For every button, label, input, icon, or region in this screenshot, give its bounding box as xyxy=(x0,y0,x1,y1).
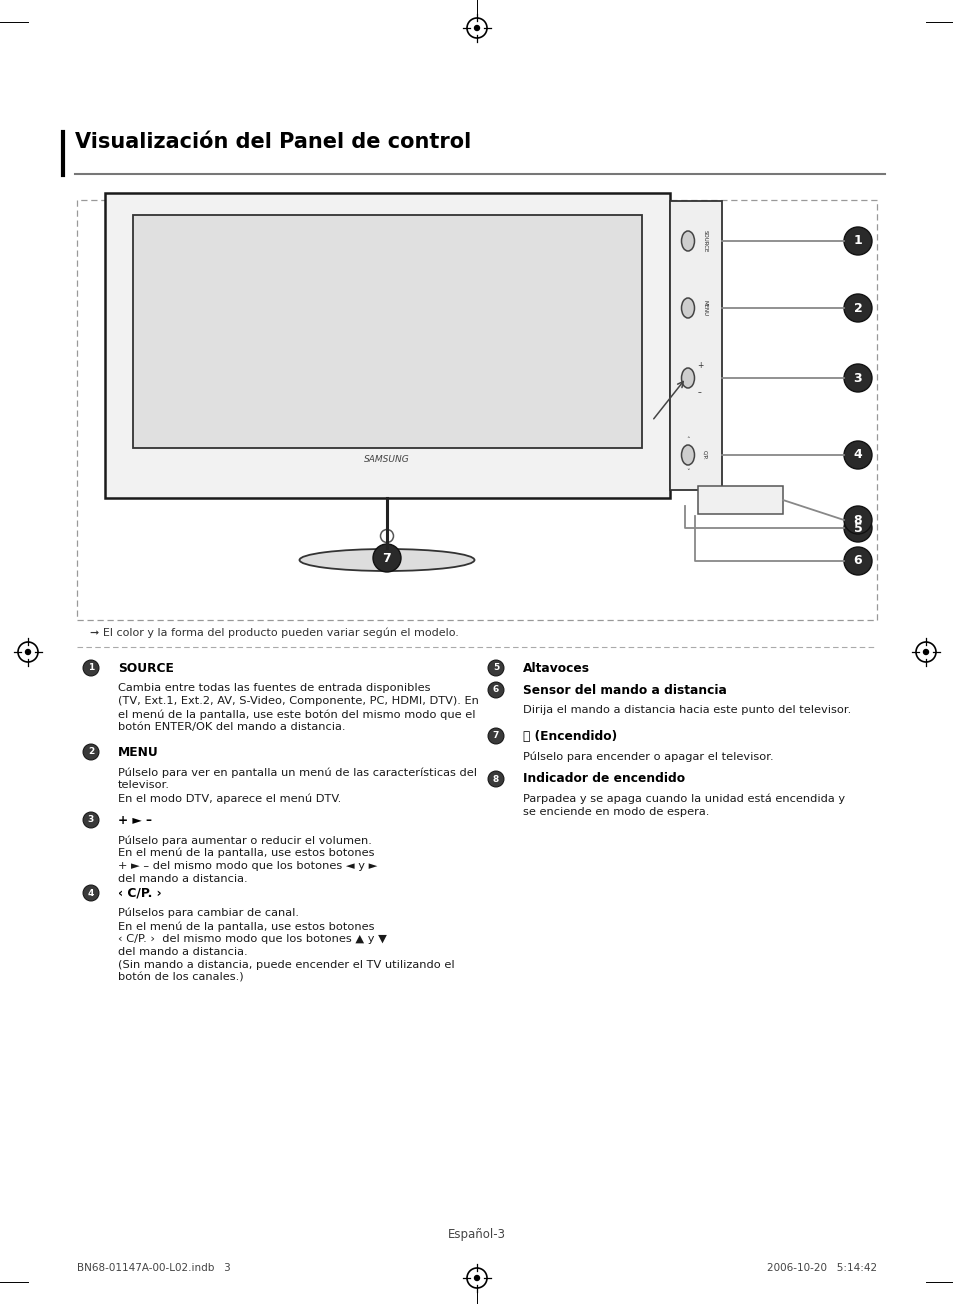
Text: Altavoces: Altavoces xyxy=(522,661,589,674)
Text: + ► – del mismo modo que los botones ◄ y ►: + ► – del mismo modo que los botones ◄ y… xyxy=(118,861,377,871)
Text: C/P.: C/P. xyxy=(701,450,707,460)
Text: 7: 7 xyxy=(493,732,498,741)
Text: + ► –: + ► – xyxy=(118,814,152,827)
Text: Púlselos para cambiar de canal.: Púlselos para cambiar de canal. xyxy=(118,908,298,918)
Text: el menú de la pantalla, use este botón del mismo modo que el: el menú de la pantalla, use este botón d… xyxy=(118,709,475,720)
Text: (Sin mando a distancia, puede encender el TV utilizando el: (Sin mando a distancia, puede encender e… xyxy=(118,960,455,970)
Text: 5: 5 xyxy=(853,522,862,535)
Text: Púlselo para ver en pantalla un menú de las características del: Púlselo para ver en pantalla un menú de … xyxy=(118,767,476,777)
Circle shape xyxy=(83,885,99,901)
Circle shape xyxy=(373,544,400,572)
Text: 5: 5 xyxy=(493,664,498,673)
Text: ‹ C/P. ›: ‹ C/P. › xyxy=(118,887,161,900)
Text: Visualización del Panel de control: Visualización del Panel de control xyxy=(75,132,471,153)
Circle shape xyxy=(83,660,99,675)
Text: +: + xyxy=(696,360,702,369)
Circle shape xyxy=(843,364,871,393)
Bar xyxy=(669,201,721,490)
Circle shape xyxy=(488,660,503,675)
Text: SAMSUNG: SAMSUNG xyxy=(364,455,410,464)
Text: ˅: ˅ xyxy=(685,469,689,475)
Text: BN68-01147A-00-L02.indb   3: BN68-01147A-00-L02.indb 3 xyxy=(77,1264,231,1273)
Text: En el menú de la pantalla, use estos botones: En el menú de la pantalla, use estos bot… xyxy=(118,921,375,931)
Circle shape xyxy=(488,771,503,788)
Circle shape xyxy=(843,441,871,469)
Text: botón de los canales.): botón de los canales.) xyxy=(118,973,243,983)
Text: 6: 6 xyxy=(493,686,498,695)
Text: ⏻ (Encendido): ⏻ (Encendido) xyxy=(522,729,617,742)
FancyBboxPatch shape xyxy=(77,200,876,619)
Text: 8: 8 xyxy=(493,775,498,784)
Text: 2006-10-20   5:14:42: 2006-10-20 5:14:42 xyxy=(766,1264,876,1273)
Circle shape xyxy=(843,293,871,322)
Ellipse shape xyxy=(680,231,694,250)
Text: Púlselo para aumentar o reducir el volumen.: Púlselo para aumentar o reducir el volum… xyxy=(118,835,372,845)
Text: En el modo DTV, aparece el menú DTV.: En el modo DTV, aparece el menú DTV. xyxy=(118,793,341,803)
Circle shape xyxy=(843,506,871,535)
Text: 1: 1 xyxy=(853,235,862,248)
Circle shape xyxy=(488,682,503,698)
Circle shape xyxy=(474,26,479,30)
Text: Español-3: Español-3 xyxy=(448,1228,505,1241)
Circle shape xyxy=(474,1275,479,1281)
Text: 1: 1 xyxy=(88,664,94,673)
Text: 7: 7 xyxy=(382,552,391,565)
Text: SOURCE: SOURCE xyxy=(118,661,173,674)
Circle shape xyxy=(843,227,871,256)
Text: ➞ El color y la forma del producto pueden variar según el modelo.: ➞ El color y la forma del producto puede… xyxy=(90,629,458,639)
Text: 4: 4 xyxy=(88,888,94,897)
Text: Púlselo para encender o apagar el televisor.: Púlselo para encender o apagar el televi… xyxy=(522,751,773,762)
Text: ˄: ˄ xyxy=(685,437,689,443)
Text: ‹ C/P. ›  del mismo modo que los botones ▲ y ▼: ‹ C/P. › del mismo modo que los botones … xyxy=(118,934,387,944)
Text: del mando a distancia.: del mando a distancia. xyxy=(118,874,248,884)
Bar xyxy=(105,193,669,498)
Text: 6: 6 xyxy=(853,554,862,567)
Text: 3: 3 xyxy=(88,815,94,824)
Text: MENU: MENU xyxy=(118,746,158,759)
Text: Dirija el mando a distancia hacia este punto del televisor.: Dirija el mando a distancia hacia este p… xyxy=(522,705,850,715)
Text: botón ENTER/OK del mando a distancia.: botón ENTER/OK del mando a distancia. xyxy=(118,722,345,732)
Text: Indicador de encendido: Indicador de encendido xyxy=(522,772,684,785)
Text: SOURCE: SOURCE xyxy=(701,230,707,252)
Text: 4: 4 xyxy=(853,449,862,462)
Text: del mando a distancia.: del mando a distancia. xyxy=(118,947,248,957)
Text: (TV, Ext.1, Ext.2, AV, S-Video, Componente, PC, HDMI, DTV). En: (TV, Ext.1, Ext.2, AV, S-Video, Componen… xyxy=(118,696,478,705)
Text: –: – xyxy=(698,389,701,398)
Ellipse shape xyxy=(680,299,694,318)
Circle shape xyxy=(83,745,99,760)
Text: 2: 2 xyxy=(853,301,862,314)
Text: Sensor del mando a distancia: Sensor del mando a distancia xyxy=(522,683,726,696)
Text: Parpadea y se apaga cuando la unidad está encendida y: Parpadea y se apaga cuando la unidad est… xyxy=(522,794,844,805)
Circle shape xyxy=(843,546,871,575)
Text: MENU: MENU xyxy=(701,300,707,316)
Text: televisor.: televisor. xyxy=(118,780,170,790)
Ellipse shape xyxy=(299,549,474,571)
Text: 3: 3 xyxy=(853,372,862,385)
Ellipse shape xyxy=(680,445,694,466)
Bar xyxy=(132,215,641,449)
Bar xyxy=(698,486,782,514)
Circle shape xyxy=(83,812,99,828)
Text: 2: 2 xyxy=(88,747,94,756)
Text: 8: 8 xyxy=(853,514,862,527)
Circle shape xyxy=(843,514,871,542)
Circle shape xyxy=(488,728,503,745)
Circle shape xyxy=(26,649,30,655)
Text: Cambia entre todas las fuentes de entrada disponibles: Cambia entre todas las fuentes de entrad… xyxy=(118,683,430,692)
Circle shape xyxy=(923,649,927,655)
Text: se enciende en modo de espera.: se enciende en modo de espera. xyxy=(522,807,709,818)
Text: En el menú de la pantalla, use estos botones: En el menú de la pantalla, use estos bot… xyxy=(118,848,375,858)
Ellipse shape xyxy=(680,368,694,389)
